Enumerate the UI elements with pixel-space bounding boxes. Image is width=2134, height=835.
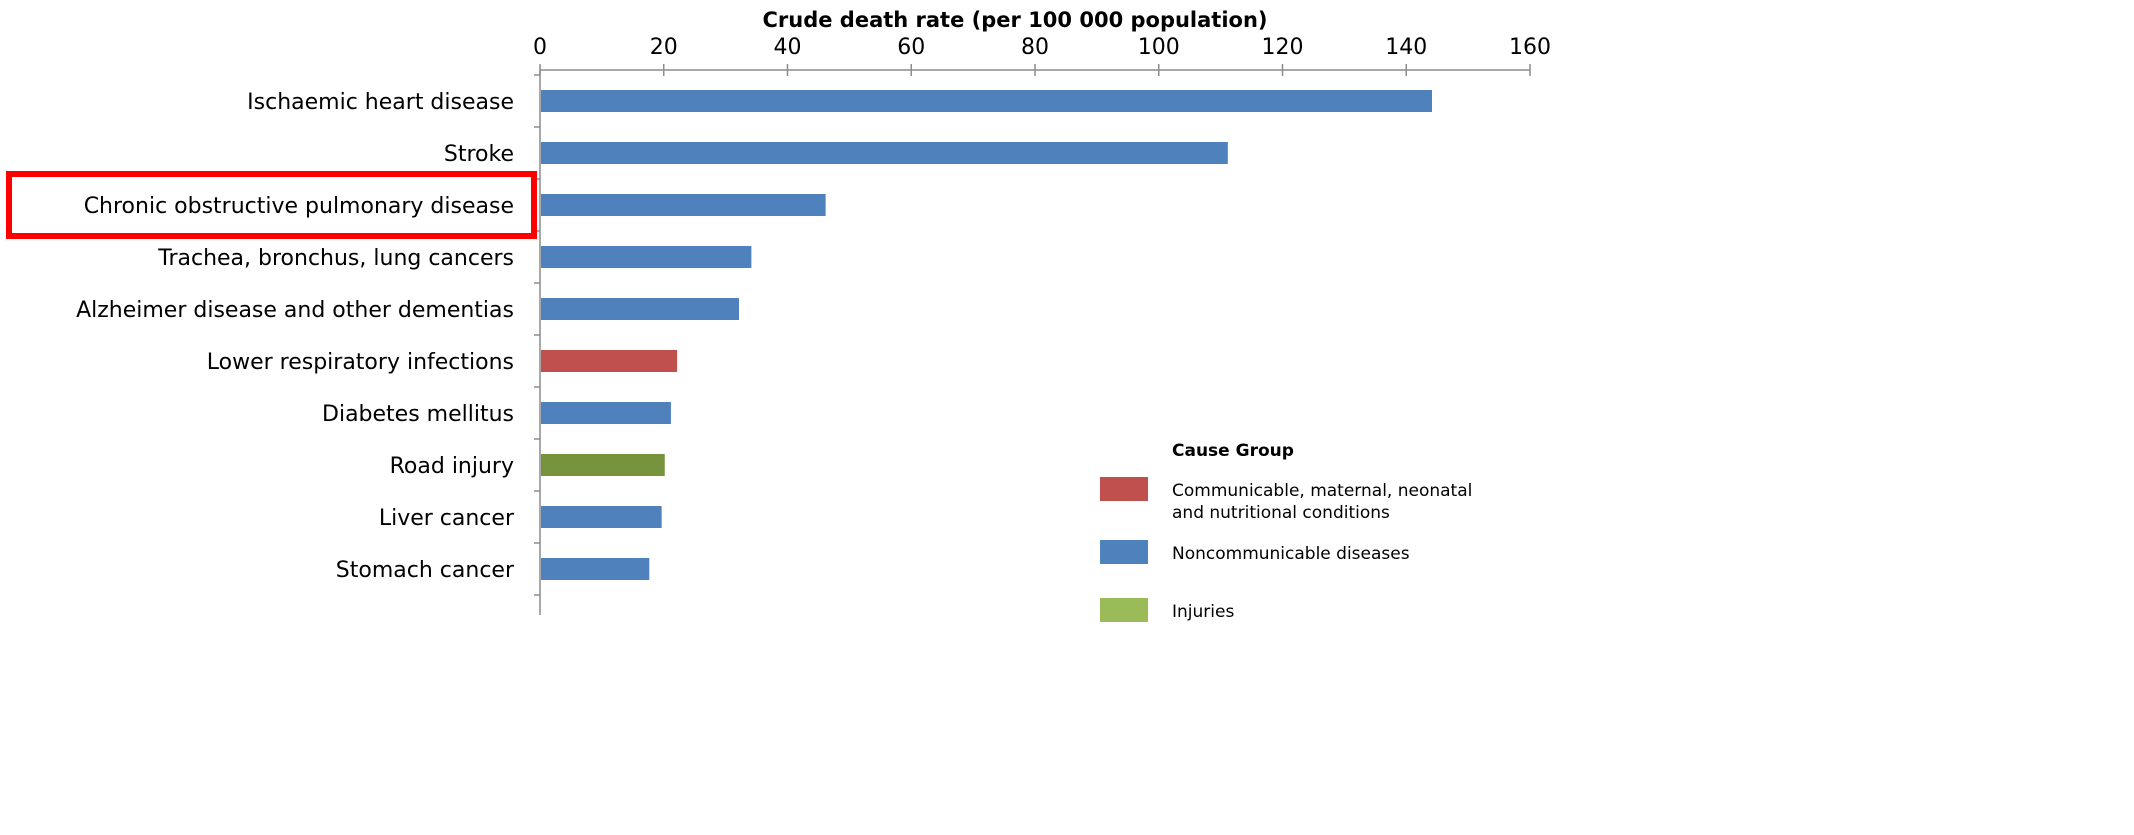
category-label: Diabetes mellitus xyxy=(322,402,514,427)
category-label: Liver cancer xyxy=(379,506,515,531)
bar xyxy=(541,194,826,216)
x-tick-label: 60 xyxy=(897,35,925,60)
legend-label: and nutritional conditions xyxy=(1172,503,1390,523)
category-label: Lower respiratory infections xyxy=(207,350,514,375)
category-label: Ischaemic heart disease xyxy=(247,90,514,115)
x-tick-label: 140 xyxy=(1385,35,1427,60)
legend-swatch xyxy=(1100,540,1148,564)
category-label: Stroke xyxy=(444,142,514,167)
bar xyxy=(541,142,1228,164)
x-axis: 0 20 40 60 80 100 120 140 160 xyxy=(533,35,1551,615)
bar xyxy=(541,350,678,372)
x-tick-label: 40 xyxy=(774,35,802,60)
bar xyxy=(541,298,739,320)
bar xyxy=(541,246,752,268)
x-tick-label: 20 xyxy=(650,35,678,60)
legend-title: Cause Group xyxy=(1172,441,1294,461)
bar xyxy=(541,558,650,580)
bar xyxy=(541,90,1432,112)
bar xyxy=(541,506,662,528)
legend-swatch xyxy=(1100,477,1148,501)
category-label: Alzheimer disease and other dementias xyxy=(76,298,514,323)
legend-swatch xyxy=(1100,598,1148,622)
legend-label: Communicable, maternal, neonatal xyxy=(1172,481,1472,501)
category-label: Chronic obstructive pulmonary disease xyxy=(84,194,514,219)
x-tick-label: 120 xyxy=(1262,35,1304,60)
category-label: Trachea, bronchus, lung cancers xyxy=(157,246,514,271)
x-axis-title: Crude death rate (per 100 000 population… xyxy=(762,8,1267,32)
bar xyxy=(541,402,671,424)
category-label: Road injury xyxy=(390,454,514,479)
legend: Cause Group Communicable, maternal, neon… xyxy=(1100,441,1472,622)
x-tick-label: 80 xyxy=(1021,35,1049,60)
bars xyxy=(541,90,1432,580)
legend-label: Noncommunicable diseases xyxy=(1172,544,1410,564)
bar xyxy=(541,454,665,476)
x-tick-label: 0 xyxy=(533,35,547,60)
category-labels: Ischaemic heart disease Stroke Chronic obs… xyxy=(76,90,515,583)
x-tick-label: 100 xyxy=(1138,35,1180,60)
legend-label: Injuries xyxy=(1172,602,1234,622)
category-label: Stomach cancer xyxy=(336,558,515,583)
highlight xyxy=(6,171,537,239)
x-tick-label: 160 xyxy=(1509,35,1551,60)
highlight-box xyxy=(6,171,537,239)
